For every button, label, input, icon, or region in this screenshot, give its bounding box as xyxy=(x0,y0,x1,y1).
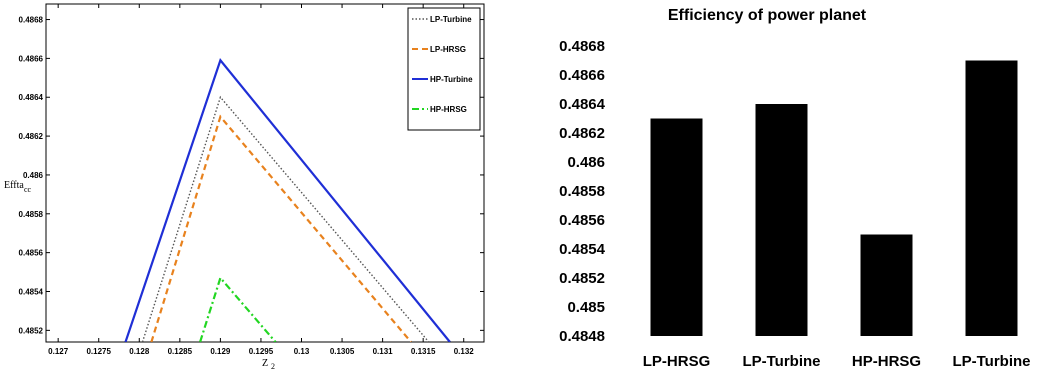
bar-y-tick-label: 0.4862 xyxy=(559,125,605,142)
series-line-lp-turbine xyxy=(141,95,430,342)
legend-label-hp-hrsg: HP-HRSG xyxy=(430,105,467,114)
bar-y-tick-label: 0.486 xyxy=(567,154,605,171)
x-tick-label: 0.1315 xyxy=(411,347,436,356)
bar-chart-title: Efficiency of power planet xyxy=(668,7,867,24)
line-chart: 0.127 0.1275 0.128 0.1285 0.129 0.1295 0.13 0.1… xyxy=(4,3,485,371)
line-chart-ylabel: Effta xyxy=(4,180,24,191)
x-tick-label: 0.129 xyxy=(210,347,231,356)
y-tick-label: 0.4866 xyxy=(19,54,44,63)
y-tick-label: 0.4862 xyxy=(19,132,44,141)
bar-chart: Efficiency of power planet 0.4848 0.485 0.… xyxy=(559,7,1030,370)
bar-y-tick-label: 0.4854 xyxy=(559,241,606,258)
bar-y-tick-label: 0.4866 xyxy=(559,67,605,84)
x-tick-label: 0.132 xyxy=(454,347,475,356)
legend-label-lp-turbine: LP-Turbine xyxy=(430,15,472,24)
x-tick-label: 0.1285 xyxy=(168,347,193,356)
bar-x-tick-label: LP-Turbine xyxy=(742,353,820,370)
x-tick-label: 0.128 xyxy=(129,347,150,356)
x-tick-label: 0.127 xyxy=(48,347,69,356)
legend-label-hp-turbine: HP-Turbine xyxy=(430,75,473,84)
bar-x-tick-label: LP-HRSG xyxy=(643,353,711,370)
y-tick-label: 0.486 xyxy=(23,171,44,180)
y-tick-label: 0.4868 xyxy=(19,16,44,25)
bar-y-tick-label: 0.4852 xyxy=(559,270,605,287)
x-tick-label: 0.1305 xyxy=(330,347,355,356)
series-line-lp-hrsg xyxy=(150,114,412,342)
x-tick-label: 0.13 xyxy=(294,347,310,356)
y-tick-label: 0.4864 xyxy=(19,93,44,102)
bar-y-tick-label: 0.4864 xyxy=(559,96,606,113)
bar-hp-hrsg-3 xyxy=(860,234,913,336)
series-line-hp-hrsg xyxy=(199,275,277,342)
bar-lp-turbine-2 xyxy=(755,104,808,336)
series-line-hp-turbine xyxy=(124,58,451,342)
bar-y-tick-label: 0.485 xyxy=(567,299,605,316)
legend-box xyxy=(407,7,481,131)
legend-label-lp-hrsg: LP-HRSG xyxy=(430,45,466,54)
bar-x-tick-label: LP-Turbine xyxy=(952,353,1030,370)
bar-y-tick-label: 0.4848 xyxy=(559,328,605,345)
y-tick-label: 0.4858 xyxy=(19,210,44,219)
bar-y-tick-label: 0.4868 xyxy=(559,38,605,55)
line-chart-xlabel-subscript: 2 xyxy=(271,362,275,371)
y-tick-label: 0.4852 xyxy=(19,326,44,335)
line-chart-xlabel: Z xyxy=(262,358,268,369)
bar-x-tick-label: HP-HRSG xyxy=(852,353,921,370)
line-chart-legend: LP-Turbine LP-HRSG HP-Turbine HP-HRSG xyxy=(407,7,481,131)
x-tick-label: 0.131 xyxy=(373,347,394,356)
x-tick-label: 0.1275 xyxy=(86,347,111,356)
x-tick-label: 0.1295 xyxy=(249,347,274,356)
bar-lp-turbine-4 xyxy=(965,60,1018,336)
y-tick-label: 0.4854 xyxy=(19,287,44,296)
bar-y-tick-label: 0.4858 xyxy=(559,183,605,200)
bar-lp-hrsg-1 xyxy=(650,118,703,336)
bar-y-tick-label: 0.4856 xyxy=(559,212,605,229)
y-tick-label: 0.4856 xyxy=(19,249,44,258)
line-chart-ylabel-subscript: cc xyxy=(24,185,32,194)
